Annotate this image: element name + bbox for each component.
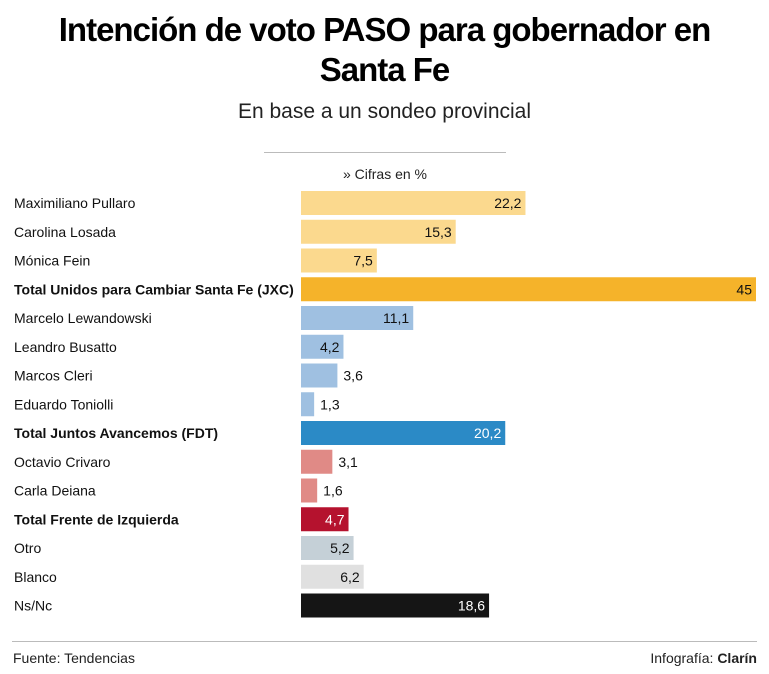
value-label: 6,2 (340, 569, 360, 585)
bar (301, 421, 506, 445)
category-label: Maximiliano Pullaro (14, 195, 136, 211)
value-label: 15,3 (424, 224, 451, 240)
credit-brand: Clarín (717, 650, 757, 666)
value-label: 4,7 (325, 511, 345, 527)
bar (301, 363, 338, 388)
bar (301, 536, 354, 560)
category-label: Marcelo Lewandowski (14, 310, 152, 326)
bar (301, 248, 377, 273)
value-label: 7,5 (353, 253, 373, 269)
bar (301, 507, 349, 532)
category-label: Total Unidos para Cambiar Santa Fe (JXC) (14, 281, 294, 297)
value-label: 18,6 (458, 598, 485, 614)
category-label: Octavio Crivaro (14, 454, 111, 470)
category-label: Otro (14, 540, 41, 556)
chart-title: Intención de voto PASO para gobernador e… (0, 10, 769, 90)
bar (301, 334, 344, 359)
bar (301, 564, 364, 589)
value-label: 11,1 (383, 310, 409, 326)
bar (301, 191, 526, 215)
category-label: Total Juntos Avancemos (FDT) (14, 425, 218, 441)
value-label: 5,2 (330, 540, 350, 556)
value-label: 1,6 (323, 483, 343, 499)
category-label: Eduardo Toniolli (14, 396, 113, 412)
category-label: Blanco (14, 569, 57, 585)
bar (301, 306, 414, 330)
value-label: 45 (736, 281, 752, 297)
bar (301, 219, 456, 244)
title-line-1: Intención de voto PASO para gobernador e… (58, 11, 711, 48)
title-line-2: Santa Fe (319, 51, 451, 88)
bar (301, 478, 318, 503)
bar (301, 392, 315, 417)
value-label: 1,3 (320, 396, 340, 412)
value-label: 20,2 (474, 425, 501, 441)
chart-subtitle: En base a un sondeo provincial (237, 100, 532, 123)
header-divider (264, 152, 506, 153)
value-label: 3,6 (343, 368, 363, 384)
source-note: Fuente: Tendencias (13, 650, 135, 666)
value-label: 3,1 (338, 454, 358, 470)
bar (301, 277, 756, 302)
category-label: Mónica Fein (14, 253, 90, 269)
bar (301, 593, 490, 618)
footer-divider (12, 641, 757, 642)
credit-prefix: Infografía: (650, 650, 714, 666)
category-label: Marcos Cleri (14, 368, 93, 384)
category-label: Carolina Losada (14, 224, 116, 240)
bar (301, 449, 333, 474)
category-label: Leandro Busatto (14, 339, 117, 355)
category-label: Total Frente de Izquierda (14, 511, 179, 527)
category-label: Ns/Nc (14, 598, 52, 614)
value-label: 4,2 (320, 339, 340, 355)
value-label: 22,2 (494, 195, 521, 211)
credit-note: Infografía: Clarín (650, 650, 757, 666)
unit-note: » Cifras en % (342, 166, 428, 182)
category-label: Carla Deiana (14, 483, 96, 499)
